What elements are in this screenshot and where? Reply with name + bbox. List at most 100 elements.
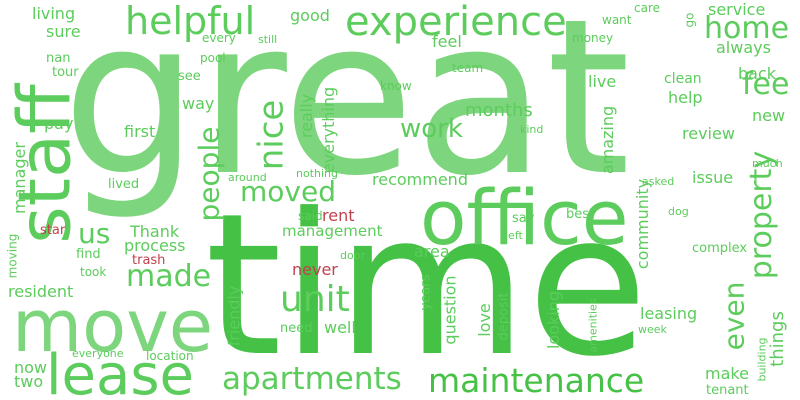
word-fee: fee <box>742 67 790 102</box>
word-tenant: tenant <box>706 383 749 398</box>
word-maintenance: maintenance <box>428 361 645 400</box>
word-move: move <box>12 284 214 368</box>
word-apartments: apartments <box>222 361 402 397</box>
word-two: two <box>14 372 44 391</box>
word-sure: sure <box>46 22 81 41</box>
word-moved: moved <box>240 175 336 208</box>
word-back: back <box>738 64 777 83</box>
word-now: now <box>14 358 48 377</box>
word-moving: moving <box>5 233 20 279</box>
word-months: months <box>465 100 533 121</box>
word-star: star <box>40 223 66 238</box>
word-unit: unit <box>280 279 350 320</box>
word-say: say <box>512 211 535 226</box>
word-took: took <box>80 265 107 279</box>
word-said: said <box>298 209 323 223</box>
word-experience: experience <box>345 0 567 45</box>
word-around: around <box>228 171 267 184</box>
word-amenities: amenities <box>586 298 600 353</box>
word-lived: lived <box>108 177 140 192</box>
word-friendly: friendly <box>224 285 244 347</box>
word-kind: kind <box>520 123 544 136</box>
word-management: management <box>282 222 383 240</box>
word-really: really <box>297 93 317 139</box>
word-first: first <box>124 122 156 141</box>
word-everything: everything <box>319 86 339 174</box>
word-clean: clean <box>664 71 702 87</box>
word-help: help <box>668 88 703 107</box>
word-dog: dog <box>668 205 689 218</box>
word-week: week <box>638 323 667 336</box>
word-much: much <box>752 157 783 170</box>
word-still: still <box>258 33 278 46</box>
word-process: process <box>124 236 186 255</box>
word-people: people <box>192 126 226 222</box>
word-recommend: recommend <box>372 170 468 189</box>
word-area: area <box>414 242 450 261</box>
word-property: property <box>744 150 780 280</box>
word-find: find <box>76 247 101 262</box>
word-nice: nice <box>251 99 292 171</box>
word-go: go <box>682 12 697 28</box>
word-well: well <box>324 318 356 337</box>
word-home: home <box>704 11 790 46</box>
word-know: know <box>380 79 412 93</box>
word-everyone: everyone <box>72 347 124 360</box>
word-looking: looking <box>544 290 564 350</box>
word-building: building <box>755 337 769 382</box>
word-office: office <box>420 173 629 262</box>
word-review: review <box>682 124 735 143</box>
word-rent: rent <box>322 206 355 225</box>
word-trash: trash <box>132 253 166 268</box>
word-asked: asked <box>642 175 675 188</box>
word-deposit: deposit <box>496 292 512 341</box>
word-best: best <box>566 207 595 222</box>
word-resident: resident <box>8 282 74 301</box>
word-amazing: amazing <box>598 105 618 175</box>
word-want: want <box>602 13 632 27</box>
word-way: way <box>182 94 215 113</box>
word-nothing: nothing <box>296 167 338 180</box>
word-make: make <box>705 364 749 383</box>
word-left: left <box>505 229 523 242</box>
word-question: question <box>440 275 460 345</box>
word-made: made <box>126 259 212 294</box>
word-new: new <box>752 106 786 125</box>
word-even: even <box>717 281 751 351</box>
word-things: things <box>766 311 788 367</box>
word-time: time <box>205 172 648 400</box>
word-thank: Thank <box>130 222 180 241</box>
word-team: team <box>452 61 484 75</box>
word-manager: manager <box>9 142 29 214</box>
word-every: every <box>202 31 236 45</box>
word-always: always <box>716 38 771 57</box>
word-need: need <box>280 321 313 336</box>
word-love: love <box>474 303 494 337</box>
word-pay: pay <box>44 114 74 133</box>
word-care: care <box>634 1 661 15</box>
word-issue: issue <box>692 168 734 187</box>
word-service: service <box>708 0 766 19</box>
word-us: us <box>78 217 111 250</box>
word-complex: complex <box>692 241 748 256</box>
word-helpful: helpful <box>125 0 256 43</box>
word-door: door <box>340 249 365 262</box>
word-years: years <box>418 274 434 311</box>
word-good: good <box>290 6 330 25</box>
word-leasing: leasing <box>640 304 698 323</box>
word-feel: feel <box>432 32 462 51</box>
word-community: community <box>633 178 653 270</box>
word-living: living <box>32 4 76 23</box>
word-see: see <box>178 69 201 84</box>
word-money: money <box>572 31 614 45</box>
word-location: location <box>146 349 194 363</box>
word-nan: nan <box>46 51 71 66</box>
word-great: great <box>62 0 631 223</box>
word-work: work <box>400 114 463 144</box>
word-lease: lease <box>46 343 194 400</box>
word-pool: pool <box>200 51 226 65</box>
word-live: live <box>588 72 617 91</box>
word-never: never <box>292 260 338 279</box>
word-tour: tour <box>52 65 79 80</box>
